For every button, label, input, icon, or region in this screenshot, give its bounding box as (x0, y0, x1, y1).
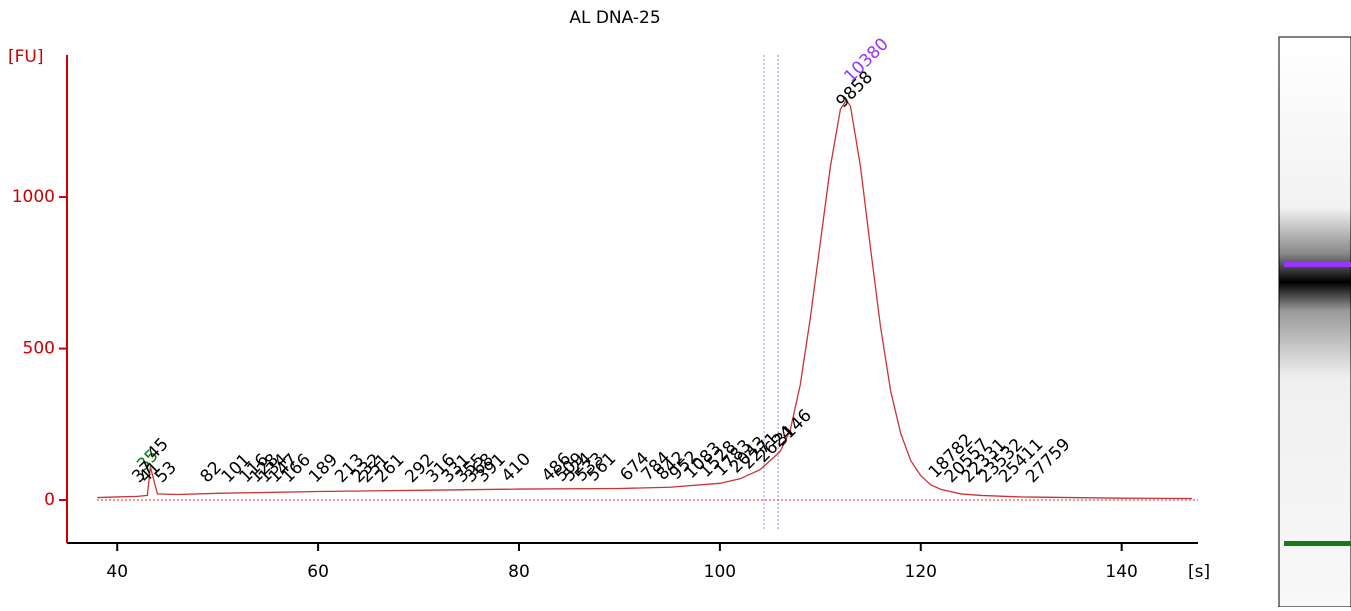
x-tick-label: 120 (905, 562, 937, 582)
x-tick-label: 140 (1105, 562, 1137, 582)
trace (97, 98, 1192, 500)
x-tick-label: 100 (704, 562, 736, 582)
y-tick-label: 1000 (12, 187, 55, 207)
x-tick-label: 60 (307, 562, 329, 582)
chart-title: AL DNA-25 (569, 8, 660, 28)
y-tick-label: 0 (44, 490, 55, 510)
y-tick-label: 500 (23, 339, 55, 359)
x-tick-label: 40 (106, 562, 128, 582)
x-tick-label: 80 (508, 562, 530, 582)
y-axis-label: [FU] (8, 47, 44, 67)
x-axis-label: [s] (1188, 562, 1210, 582)
peak-label: 410 (498, 449, 535, 486)
gel-lane (1278, 36, 1351, 608)
